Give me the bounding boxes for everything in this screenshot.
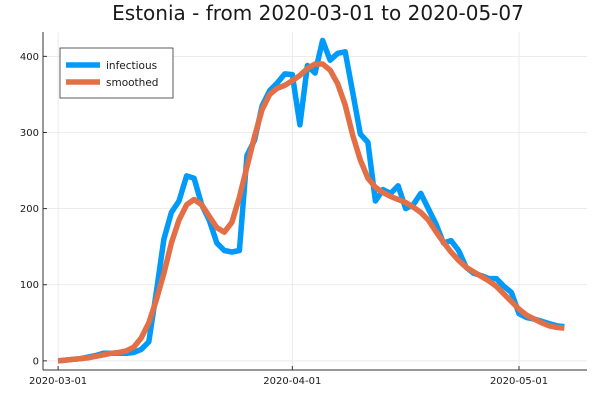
y-tick-label: 300 xyxy=(20,128,39,139)
chart-title: Estonia - from 2020-03-01 to 2020-05-07 xyxy=(112,1,524,25)
y-tick-label: 0 xyxy=(33,356,39,367)
y-tick-label: 200 xyxy=(20,204,39,215)
legend-box xyxy=(59,47,174,99)
legend: infectious smoothed xyxy=(59,47,174,99)
legend-label-smoothed: smoothed xyxy=(106,77,158,89)
y-tick-label: 100 xyxy=(20,280,39,291)
tick-labels: 0 100 200 300 400 2020-03-01 2020-04-01 2020-05… xyxy=(20,52,548,387)
legend-label-infectious: infectious xyxy=(106,60,157,72)
x-tick-label: 2020-05-01 xyxy=(490,376,548,387)
axes xyxy=(42,32,587,371)
series-lines xyxy=(57,37,565,364)
x-tick-label: 2020-04-01 xyxy=(263,376,321,387)
series-line-smoothed xyxy=(57,61,565,364)
x-tick-label: 2020-03-01 xyxy=(29,376,87,387)
y-tick-label: 400 xyxy=(20,52,39,63)
